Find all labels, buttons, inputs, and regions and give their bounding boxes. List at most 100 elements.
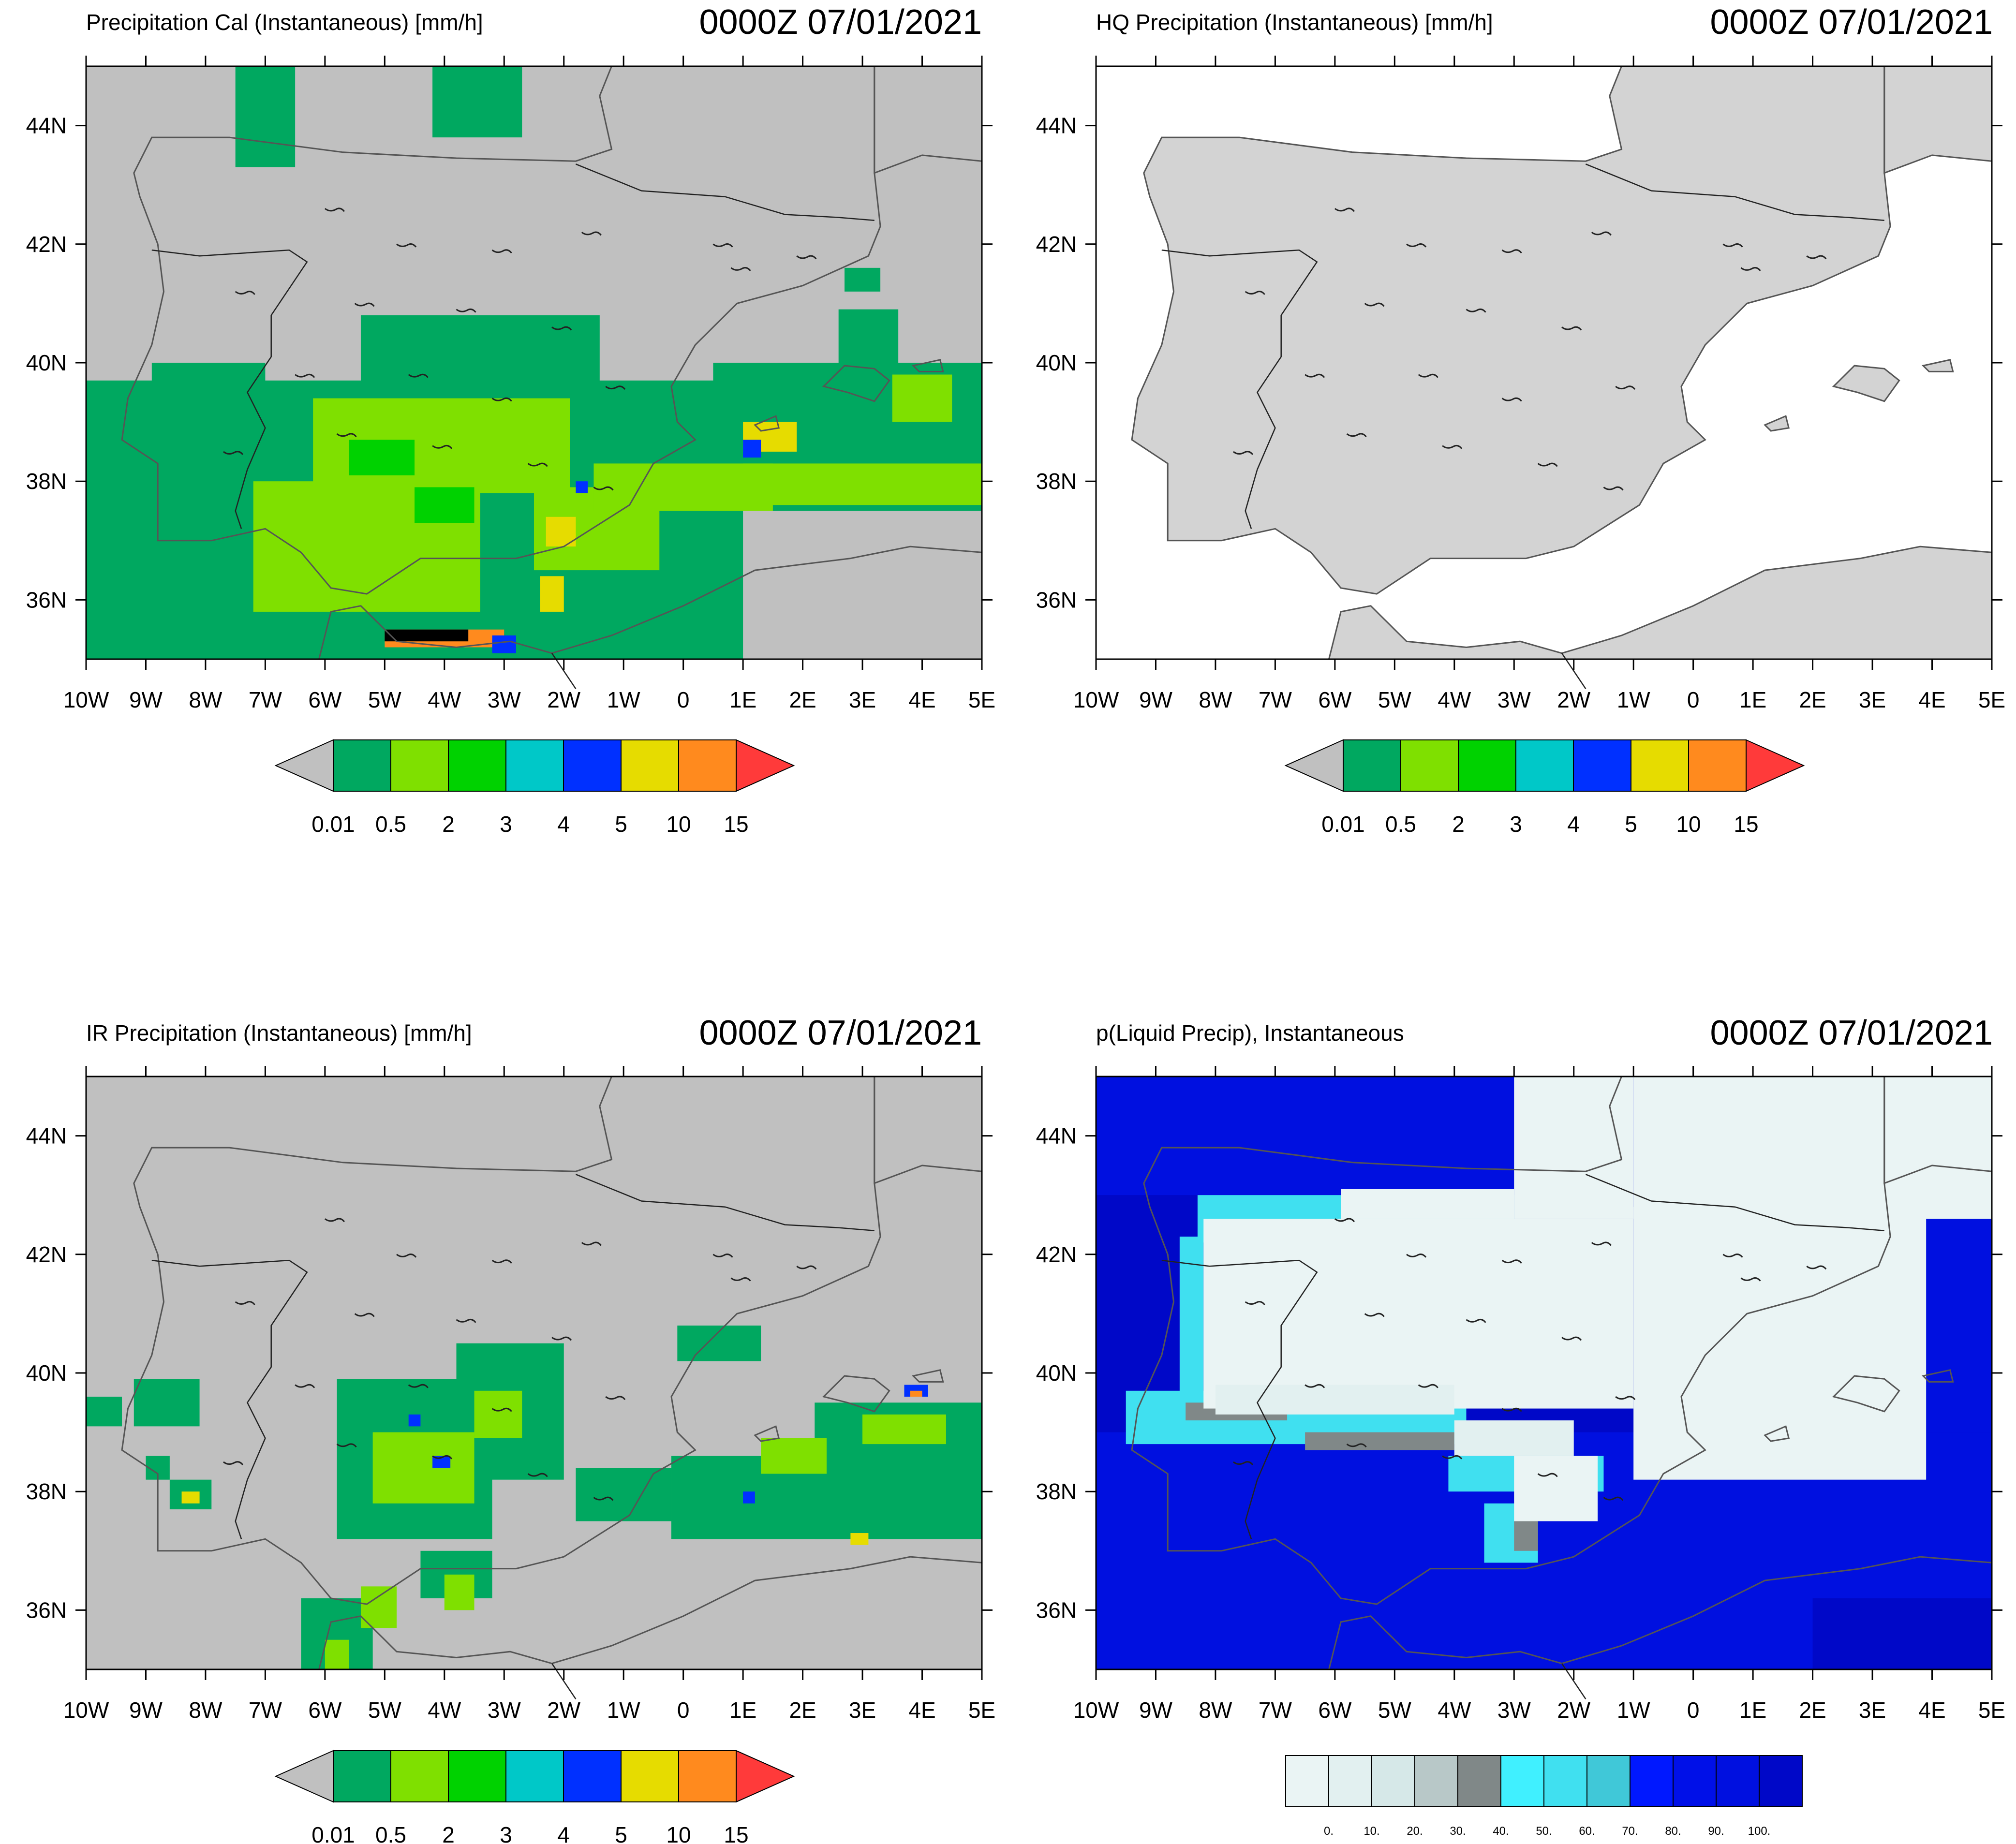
river-segment <box>223 451 244 455</box>
field-cell <box>1215 1385 1454 1415</box>
field-cell <box>1514 1077 1634 1219</box>
colorbar-swatch <box>1414 1755 1458 1807</box>
colorbar-swatch <box>1586 1755 1631 1807</box>
x-tick-label: 3E <box>1859 687 1886 712</box>
river-segment <box>1245 291 1265 295</box>
precip-colorbar: 0.01 0.5 2 3 4 5 10 15 <box>1284 739 1805 837</box>
coastline <box>911 1369 944 1383</box>
colorbar-label: 4 <box>557 811 570 837</box>
x-tick-label: 8W <box>1199 1697 1232 1723</box>
river-segment <box>432 444 453 449</box>
x-tick-label: 2E <box>1799 1697 1826 1723</box>
river-segment <box>593 486 614 491</box>
river-segment <box>1615 385 1636 390</box>
colorbar-label: 0.5 <box>375 1822 406 1844</box>
colorbar-swatch <box>1343 739 1401 792</box>
country-border <box>575 163 875 221</box>
x-tick-label: 9W <box>1139 1697 1173 1723</box>
field-cell <box>1633 1207 1927 1480</box>
x-tick-label: 5W <box>368 1697 402 1723</box>
x-tick-label: 2E <box>1799 687 1826 712</box>
coastline <box>1921 1369 1954 1383</box>
island <box>1923 359 1953 372</box>
field-cell <box>1341 1189 1514 1219</box>
river-segment <box>527 1473 548 1477</box>
x-tick-label: 4E <box>908 687 935 712</box>
river-segment <box>581 231 602 236</box>
y-tick-label: 40N <box>26 350 67 375</box>
colorbar-swatch <box>563 1750 622 1802</box>
colorbar-swatch <box>621 1750 679 1802</box>
x-tick-label: 0 <box>1687 1697 1700 1723</box>
africa-landmass <box>1329 546 1992 659</box>
river-segment <box>1334 1218 1355 1223</box>
river-segment <box>1346 1443 1367 1448</box>
map-axes: 10W 9W 8W 7W 6W 5W 4W 3W 2W 1W 0 1E 2E 3E 4E 5E 36N 38N 40… <box>1036 56 2005 712</box>
colorbar-label: 90. <box>1708 1825 1724 1838</box>
river-segment <box>593 1496 614 1501</box>
coastline <box>754 415 780 432</box>
x-tick-label: 4W <box>1438 1697 1471 1723</box>
y-tick-label: 40N <box>1036 1360 1077 1386</box>
colorbar-label: 4 <box>557 1822 570 1844</box>
x-tick-label: 0 <box>677 1697 690 1723</box>
x-tick-label: 4E <box>1918 1697 1945 1723</box>
x-tick-label: 0 <box>1687 687 1700 712</box>
coastline <box>318 546 983 660</box>
river-segment <box>730 1277 751 1282</box>
country-border <box>1585 163 1884 221</box>
x-tick-label: 7W <box>249 687 282 712</box>
x-tick-label: 2W <box>547 1697 581 1723</box>
river-segment <box>1806 1265 1827 1270</box>
river-segment <box>1233 1461 1254 1465</box>
colorbar-swatch <box>621 739 679 792</box>
coastline <box>1921 359 1954 372</box>
river-segment <box>1418 1384 1438 1388</box>
x-tick-label: 5E <box>1978 687 2005 712</box>
river-segment <box>1466 1318 1486 1323</box>
x-tick-label: 9W <box>129 687 163 712</box>
x-tick-label: 2W <box>547 687 581 712</box>
colorbar-swatch <box>448 1750 506 1802</box>
x-tick-label: 2E <box>789 1697 816 1723</box>
island <box>1764 416 1789 431</box>
river-segment <box>491 397 512 402</box>
colorbar-high-triangle <box>736 739 795 792</box>
river-segment <box>408 1384 429 1388</box>
colorbar-label: 80. <box>1665 1825 1681 1838</box>
x-tick-label: 5E <box>968 1697 995 1723</box>
x-tick-label: 0 <box>677 687 690 712</box>
river-segment <box>551 1336 572 1341</box>
y-tick-label: 40N <box>1036 350 1077 375</box>
coastline <box>1328 546 1993 660</box>
map-plot-area: 10W 9W 8W 7W 6W 5W 4W 3W 2W 1W 0 1E 2E 3E 4E 5E 36N 38N 40… <box>26 56 995 712</box>
colorbar-swatch <box>1285 1755 1329 1807</box>
colorbar-swatch <box>1630 1755 1674 1807</box>
colorbar-label: 5 <box>615 811 627 837</box>
x-tick-label: 3W <box>488 687 521 712</box>
field-cell <box>181 1491 200 1504</box>
x-tick-label: 8W <box>1199 687 1232 712</box>
x-tick-label: 4E <box>1918 687 1945 712</box>
colorbar-swatch <box>1543 1755 1587 1807</box>
colorbar-high-triangle <box>1746 739 1805 792</box>
y-tick-label: 36N <box>1036 1597 1077 1623</box>
x-tick-label: 8W <box>189 1697 222 1723</box>
x-tick-label: 6W <box>1318 687 1352 712</box>
river-segment <box>1418 373 1438 378</box>
x-tick-label: 3W <box>1497 1697 1531 1723</box>
river-segment <box>1537 462 1558 467</box>
x-tick-label: 9W <box>1139 687 1173 712</box>
x-tick-label: 3E <box>849 687 876 712</box>
x-tick-label: 3W <box>1497 687 1531 712</box>
river-segment <box>354 1313 375 1317</box>
field-cell <box>1872 1183 1932 1207</box>
field-cell <box>1454 1420 1574 1456</box>
river-segment <box>408 373 429 378</box>
colorbar-label: 2 <box>1452 811 1465 837</box>
y-tick-label: 38N <box>1036 469 1077 494</box>
y-tick-label: 42N <box>26 232 67 257</box>
river-segment <box>527 462 548 467</box>
field-cell <box>474 1390 522 1438</box>
